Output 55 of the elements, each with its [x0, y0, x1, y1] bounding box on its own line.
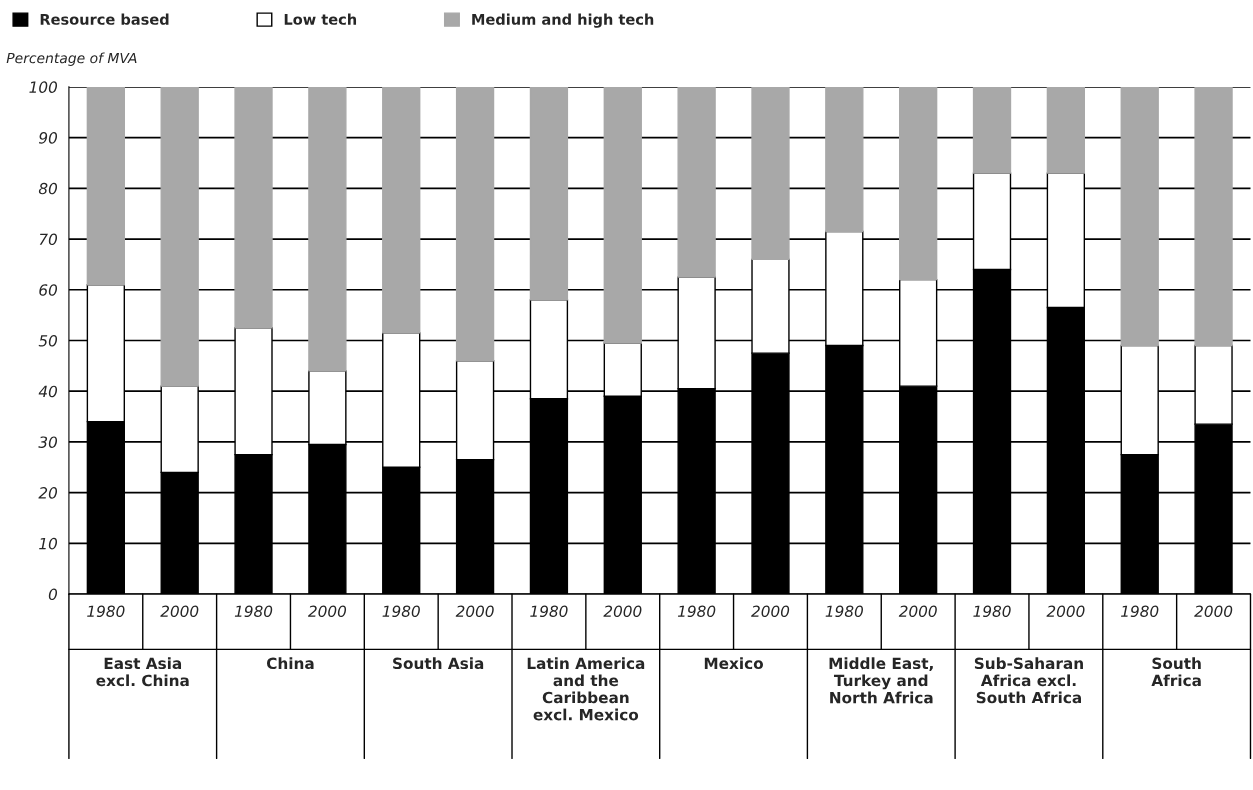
text: East Asia excl. China: [96, 657, 189, 687]
x-tick-label: 2000: [455, 605, 494, 618]
bar: [86, 86, 125, 286]
y-tick-label: 90: [39, 132, 58, 144]
x-tick-label: 2000: [1194, 605, 1233, 618]
bar: [972, 86, 1012, 174]
y-tick-label: 50: [38, 334, 58, 347]
bar: [160, 86, 199, 387]
legend-label: Medium and high tech: [472, 13, 654, 28]
y-tick-label: 70: [39, 233, 58, 246]
bar: [308, 86, 347, 372]
x-tick-label: 2000: [751, 605, 790, 618]
y-axis-title: Percentage of MVA: [6, 52, 137, 66]
text: Middle East, Turkey and North Africa: [829, 657, 933, 704]
y-tick-label: 60: [39, 284, 58, 296]
bar: [899, 86, 938, 281]
bar: [751, 86, 790, 261]
x-tick-label: 1980: [382, 605, 420, 618]
x-tick-label: 1980: [825, 605, 863, 618]
text: China: [266, 657, 314, 670]
bar: [234, 86, 273, 329]
x-tick-label: 1980: [530, 605, 568, 618]
bar: [1194, 86, 1233, 347]
y-tick-label: 20: [38, 487, 58, 499]
text: Latin America and the Caribbean excl. Mexico: [527, 657, 645, 721]
bar: [382, 86, 421, 334]
x-tick-label: 2000: [603, 605, 642, 618]
legend-label: Low tech: [284, 13, 357, 25]
y-tick-label: 80: [38, 182, 58, 195]
bar: [677, 86, 716, 278]
bar: [529, 86, 569, 301]
text: South Africa: [1151, 657, 1201, 687]
y-tick-label: 40: [38, 385, 58, 398]
bar: [1046, 86, 1086, 174]
x-tick-label: 2000: [160, 605, 199, 618]
bar: [603, 86, 642, 344]
x-tick-label: 1980: [677, 605, 716, 618]
text: Sub-Saharan Africa excl. South Africa: [974, 657, 1083, 704]
x-tick-label: 1980: [234, 605, 273, 618]
y-tick-label: 100: [29, 81, 58, 93]
text: Mexico: [704, 657, 763, 670]
bar: [1120, 86, 1159, 347]
text: South Asia: [393, 657, 484, 670]
bar: [825, 86, 864, 233]
y-tick-label: 0: [48, 588, 58, 601]
x-tick-label: 2000: [1046, 605, 1085, 618]
x-tick-label: 1980: [1121, 605, 1159, 618]
x-tick-label: 1980: [87, 605, 125, 618]
x-tick-label: 1980: [973, 605, 1011, 618]
legend-label: Resource based: [40, 13, 169, 25]
y-tick-label: 30: [38, 436, 58, 448]
x-tick-label: 2000: [308, 605, 347, 618]
y-tick-label: 10: [39, 537, 58, 550]
x-tick-label: 2000: [898, 605, 937, 618]
bar: [455, 86, 495, 362]
